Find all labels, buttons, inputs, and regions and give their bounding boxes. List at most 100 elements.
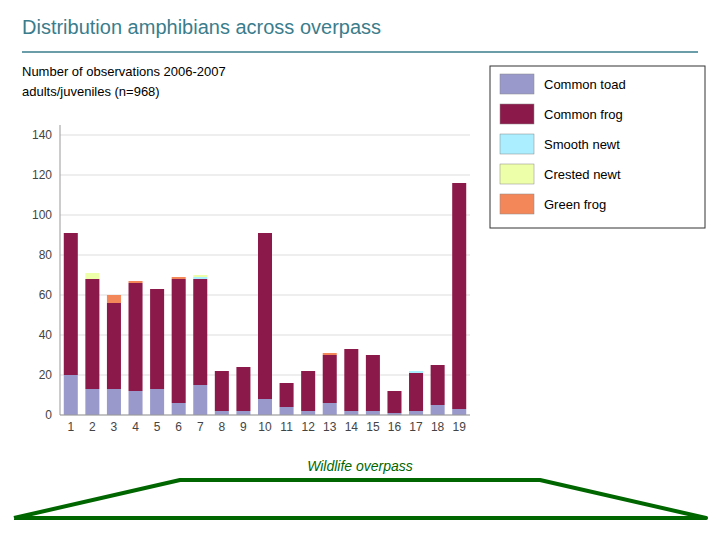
x-tick-label: 11 <box>280 420 293 434</box>
bar-segment <box>431 365 445 366</box>
bar-segment <box>236 367 250 411</box>
bar-segment <box>387 391 401 392</box>
x-tick-label: 9 <box>240 420 247 434</box>
bar-segment <box>387 391 401 392</box>
bar-segment <box>280 383 294 384</box>
x-tick-label: 12 <box>301 420 315 434</box>
bar-segment <box>193 279 207 385</box>
bar-segment <box>193 385 207 415</box>
legend-label: Smooth newt <box>544 137 620 152</box>
y-tick-label: 0 <box>45 408 52 422</box>
subtitle: adults/juveniles (n=968) <box>22 84 160 99</box>
bar-segment <box>431 365 445 405</box>
x-tick-label: 1 <box>67 420 74 434</box>
bar-segment <box>344 349 358 411</box>
bar-segment <box>344 349 358 350</box>
bar-segment <box>409 411 423 415</box>
bar-segment <box>280 407 294 415</box>
y-tick-label: 140 <box>32 128 52 142</box>
bar-segment <box>236 367 250 368</box>
x-tick-label: 5 <box>154 420 161 434</box>
bar-segment <box>452 183 466 184</box>
bar-segment <box>64 375 78 415</box>
x-axis-label: Wildlife overpass <box>307 458 413 474</box>
legend-label: Common toad <box>544 77 626 92</box>
legend-label: Crested newt <box>544 167 621 182</box>
bar-segment <box>387 391 401 413</box>
bar-segment <box>85 389 99 415</box>
legend: Common toadCommon frogSmooth newtCrested… <box>490 66 705 228</box>
x-tick-label: 13 <box>323 420 337 434</box>
bar-segment <box>280 383 294 384</box>
bar-segment <box>366 355 380 356</box>
bar-segment <box>301 411 315 415</box>
bar-segment <box>344 349 358 350</box>
bar-segment <box>150 289 164 389</box>
bar-segment <box>172 277 186 279</box>
bar-segment <box>280 383 294 407</box>
bar-segment <box>172 403 186 415</box>
grid-line <box>60 215 470 216</box>
bar-segment <box>129 391 143 415</box>
legend-box <box>490 66 705 228</box>
x-tick-label: 19 <box>453 420 467 434</box>
x-tick-label: 7 <box>197 420 204 434</box>
y-tick-label: 80 <box>39 248 53 262</box>
bar-segment <box>452 183 466 409</box>
x-tick-label: 15 <box>366 420 380 434</box>
bar-segment <box>85 279 99 389</box>
legend-swatch <box>500 104 534 124</box>
series <box>193 277 423 373</box>
x-tick-label: 6 <box>175 420 182 434</box>
bar-segment <box>107 295 121 303</box>
bar-segment <box>323 353 337 355</box>
bar-segment <box>431 405 445 415</box>
bar-segment <box>215 371 229 372</box>
legend-swatch <box>500 164 534 184</box>
x-tick-label: 14 <box>345 420 359 434</box>
x-tick-label: 4 <box>132 420 139 434</box>
bars <box>64 183 466 415</box>
legend-swatch <box>500 194 534 214</box>
bar-segment <box>193 275 207 276</box>
bar-segment <box>387 391 401 392</box>
grid-line <box>60 135 470 136</box>
bar-segment <box>366 355 380 356</box>
bar-segment <box>409 371 423 372</box>
bar-segment <box>258 399 272 415</box>
series <box>64 183 466 413</box>
bar-segment <box>258 233 272 234</box>
subtitle: Number of observations 2006-2007 <box>22 64 226 79</box>
bar-segment <box>150 289 164 290</box>
bar-segment <box>215 371 229 372</box>
bar-segment <box>452 183 466 184</box>
bar-segment <box>85 273 99 274</box>
bar-segment <box>344 411 358 415</box>
title: Distribution amphibians across overpass <box>22 16 381 38</box>
bar-segment <box>64 233 78 234</box>
bar-segment <box>236 367 250 368</box>
bar-segment <box>193 277 207 279</box>
grid-line <box>60 415 470 416</box>
bar-segment <box>107 389 121 415</box>
bar-segment <box>258 233 272 234</box>
x-axis-line <box>60 415 470 416</box>
bar-segment <box>193 275 207 277</box>
y-tick-label: 40 <box>39 328 53 342</box>
x-tick-label: 8 <box>218 420 225 434</box>
bar-segment <box>258 233 272 399</box>
bar-segment <box>150 289 164 290</box>
bar-segment <box>344 349 358 350</box>
series <box>107 277 337 355</box>
x-tick-label: 10 <box>258 420 272 434</box>
bar-segment <box>452 409 466 415</box>
bar-segment <box>431 365 445 366</box>
bar-segment <box>301 371 315 411</box>
bar-segment <box>366 411 380 415</box>
series <box>85 273 207 279</box>
y-tick-label: 20 <box>39 368 53 382</box>
bar-segment <box>366 355 380 356</box>
bar-segment <box>301 371 315 372</box>
y-tick-label: 60 <box>39 288 53 302</box>
bar-segment <box>215 371 229 372</box>
